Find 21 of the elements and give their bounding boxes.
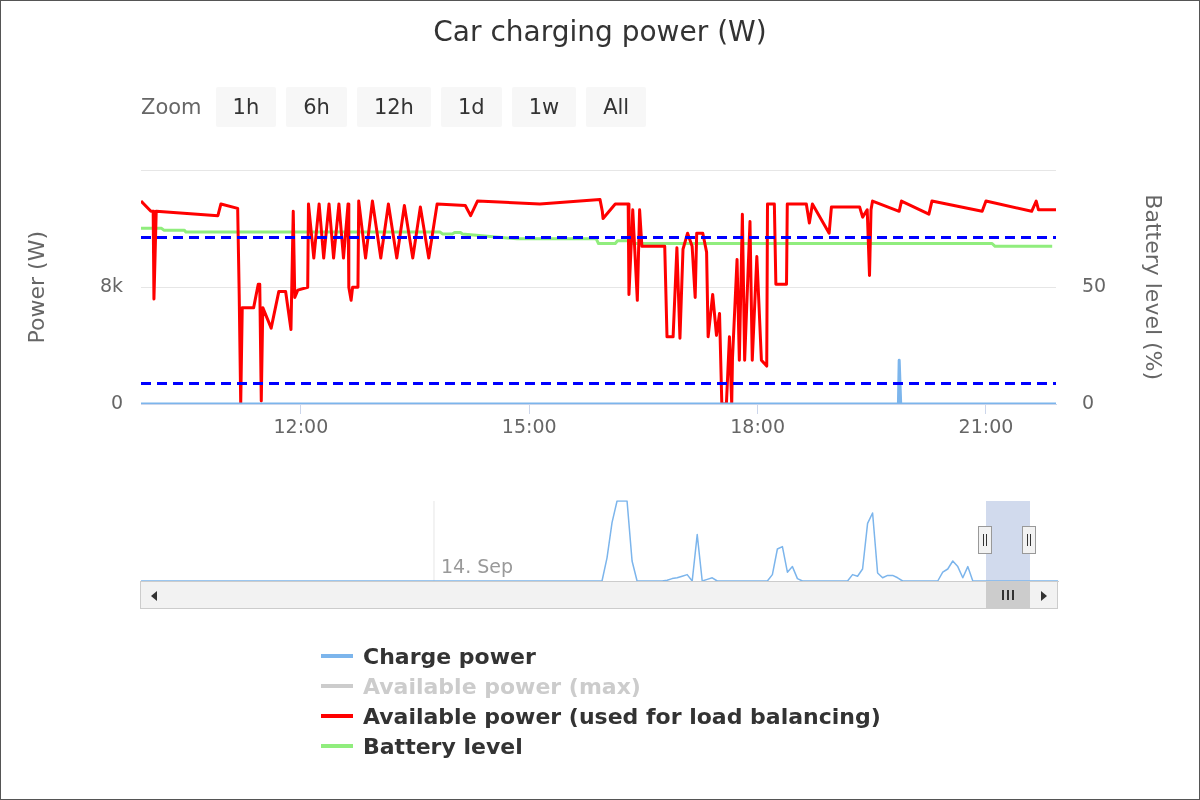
y-axis-title: Power (W) (23, 230, 49, 344)
y2-axis-title: Battery level (%) (1141, 194, 1167, 381)
text: 1w (511, 87, 577, 127)
legend-label: Battery level (363, 733, 523, 759)
text: All (586, 87, 647, 127)
y2-tick-label: 0 (1082, 390, 1095, 413)
y2-tick-label: 50 (1082, 274, 1107, 297)
text: 1d (440, 87, 502, 127)
y-tick-label: 8k (99, 274, 123, 297)
annotation: 14. Sep (440, 555, 514, 578)
x-tick-label: 21:00 (958, 415, 1014, 438)
x-tick-label: 12:00 (273, 415, 329, 438)
chart-title: Car charging power (W) (432, 15, 768, 48)
text: Zoom (141, 95, 202, 119)
text: 12h (356, 87, 431, 127)
x-tick-label: 15:00 (501, 415, 557, 438)
x-tick-label: 18:00 (730, 415, 785, 438)
text: 6h (286, 87, 347, 127)
text: 1h (215, 87, 277, 127)
legend-label: Charge power (363, 643, 536, 669)
legend-label: Available power (used for load balancing) (363, 703, 881, 729)
